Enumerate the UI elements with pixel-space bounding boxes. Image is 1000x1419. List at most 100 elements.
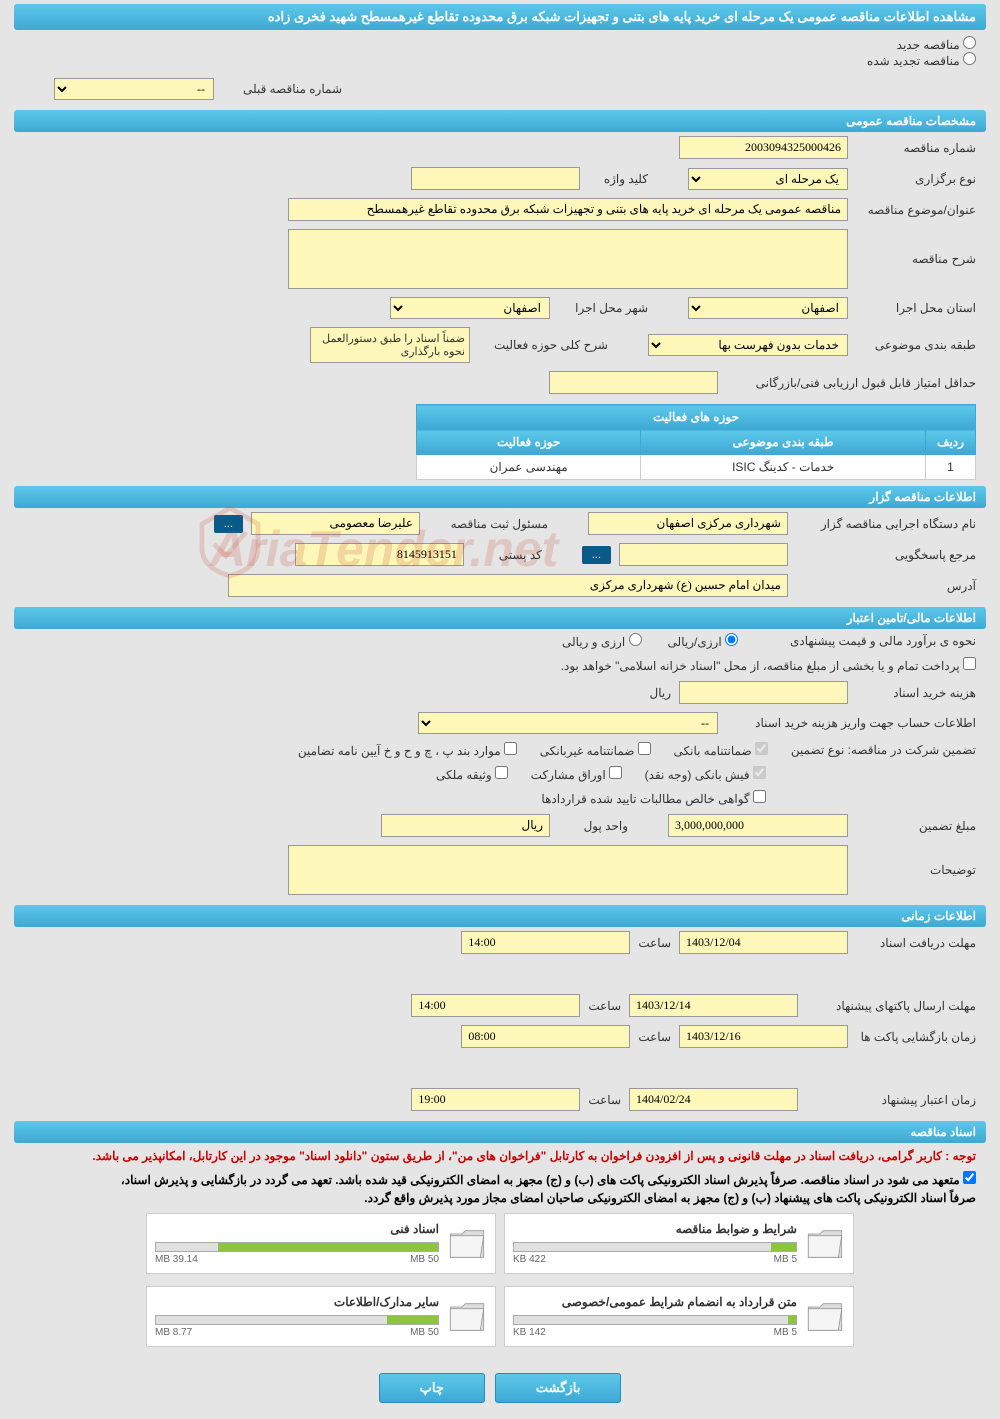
contact-ellipsis-button[interactable]: ... bbox=[582, 546, 611, 564]
section-general-header: مشخصات مناقصه عمومی bbox=[14, 110, 986, 132]
receive-time-input[interactable] bbox=[461, 931, 630, 954]
subject-input[interactable] bbox=[288, 198, 848, 221]
docs-commitment-checkbox[interactable] bbox=[963, 1171, 976, 1184]
tender-type-radios: مناقصه جدید مناقصه تجدید شده bbox=[14, 30, 986, 74]
doc-used: 39.14 MB bbox=[155, 1254, 198, 1265]
doc-total: 5 MB bbox=[774, 1254, 797, 1265]
doc-used: 142 KB bbox=[513, 1327, 546, 1338]
open-time-label: ساعت bbox=[638, 1030, 671, 1044]
keyword-input[interactable] bbox=[411, 167, 580, 190]
doc-title: متن قرارداد به انضمام شرایط عمومی/خصوصی bbox=[513, 1295, 797, 1309]
doc-box-conditions[interactable]: شرایط و ضوابط مناقصه 5 MB422 KB bbox=[504, 1213, 854, 1274]
section-docs-header: اسناد مناقصه bbox=[14, 1121, 986, 1143]
radio-currency-2-label: ارزی و ریالی bbox=[562, 635, 625, 649]
check-bank-slip bbox=[753, 766, 766, 779]
activity-row-cat: خدمات - کدینگ ISIC bbox=[641, 455, 926, 480]
open-label: زمان بازگشایی پاکت ها bbox=[856, 1030, 976, 1044]
send-date-input[interactable] bbox=[629, 994, 798, 1017]
radio-new-tender[interactable] bbox=[963, 36, 976, 49]
receive-date-input[interactable] bbox=[679, 931, 848, 954]
back-button[interactable]: بازگشت bbox=[495, 1373, 621, 1403]
open-time-input[interactable] bbox=[461, 1025, 630, 1048]
city-select[interactable]: اصفهان bbox=[390, 297, 550, 319]
validity-time-input[interactable] bbox=[411, 1088, 580, 1111]
check5-label: اوراق مشارکت bbox=[531, 768, 606, 782]
check1-label: ضمانتنامه بانکی bbox=[673, 744, 751, 758]
treasury-checkbox[interactable] bbox=[963, 657, 976, 670]
doc-total: 5 MB bbox=[774, 1327, 797, 1338]
print-button[interactable]: چاپ bbox=[379, 1373, 485, 1403]
doc-box-technical[interactable]: اسناد فنی 50 MB39.14 MB bbox=[146, 1213, 496, 1274]
description-label: شرح مناقصه bbox=[856, 252, 976, 266]
province-select[interactable]: اصفهان bbox=[688, 297, 848, 319]
unit-label: واحد پول bbox=[558, 819, 628, 833]
send-time-input[interactable] bbox=[411, 994, 580, 1017]
notes-textarea[interactable] bbox=[288, 845, 848, 895]
registrant-ellipsis-button[interactable]: ... bbox=[214, 515, 243, 533]
keyword-label: کلید واژه bbox=[588, 172, 648, 186]
registrant-input[interactable] bbox=[251, 512, 420, 535]
check-regulation-items[interactable] bbox=[504, 742, 517, 755]
radio-renewed-tender[interactable] bbox=[963, 52, 976, 65]
check-bonds[interactable] bbox=[609, 766, 622, 779]
folder-icon bbox=[805, 1297, 845, 1337]
prev-number-select[interactable]: -- bbox=[54, 78, 214, 100]
contact-input[interactable] bbox=[619, 543, 788, 566]
open-date-input[interactable] bbox=[679, 1025, 848, 1048]
activity-row: 1 خدمات - کدینگ ISIC مهندسی عمران bbox=[417, 455, 976, 480]
estimate-label: نحوه ی برآورد مالی و قیمت پیشنهادی bbox=[746, 634, 976, 648]
category-label: طبقه بندی موضوعی bbox=[856, 338, 976, 352]
doc-total: 50 MB bbox=[410, 1327, 439, 1338]
check-net-claims[interactable] bbox=[753, 790, 766, 803]
activity-col-cat: طبقه بندی موضوعی bbox=[641, 430, 926, 455]
validity-date-input[interactable] bbox=[629, 1088, 798, 1111]
prev-number-label: شماره مناقصه قبلی bbox=[222, 82, 342, 96]
guarantee-amount-input[interactable] bbox=[668, 814, 848, 837]
section-timing-header: اطلاعات زمانی bbox=[14, 905, 986, 927]
holding-type-select[interactable]: یک مرحله ای bbox=[688, 168, 848, 190]
progress-bar bbox=[155, 1242, 439, 1252]
progress-bar bbox=[513, 1315, 797, 1325]
province-label: استان محل اجرا bbox=[856, 301, 976, 315]
doc-fee-input[interactable] bbox=[679, 681, 848, 704]
send-label: مهلت ارسال پاکتهای پیشنهاد bbox=[806, 999, 976, 1013]
check-bank-guarantee bbox=[755, 742, 768, 755]
check-nonbank-guarantee[interactable] bbox=[638, 742, 651, 755]
org-name-label: نام دستگاه اجرایی مناقصه گزار bbox=[796, 517, 976, 531]
docs-notice-red: توجه : کاربر گرامی، دریافت اسناد در مهلت… bbox=[14, 1143, 986, 1169]
activity-row-n: 1 bbox=[926, 455, 976, 480]
account-select[interactable]: -- bbox=[418, 712, 718, 734]
treasury-note: پرداخت تمام و یا بخشی از مبلغ مناقصه، از… bbox=[561, 659, 960, 673]
org-name-input[interactable] bbox=[588, 512, 788, 535]
doc-total: 50 MB bbox=[410, 1254, 439, 1265]
activity-table-title: حوزه های فعالیت bbox=[417, 405, 976, 430]
progress-bar bbox=[513, 1242, 797, 1252]
postcode-input[interactable] bbox=[295, 543, 464, 566]
section-organizer-header: اطلاعات مناقصه گزار bbox=[14, 486, 986, 508]
description-textarea[interactable] bbox=[288, 229, 848, 289]
subject-label: عنوان/موضوع مناقصه bbox=[856, 203, 976, 217]
doc-fee-unit: ریال bbox=[649, 686, 671, 700]
radio-currency-1[interactable] bbox=[725, 633, 738, 646]
doc-box-other[interactable]: سایر مدارک/اطلاعات 50 MB8.77 MB bbox=[146, 1286, 496, 1347]
activity-row-field: مهندسی عمران bbox=[417, 455, 641, 480]
folder-icon bbox=[447, 1297, 487, 1337]
doc-used: 8.77 MB bbox=[155, 1327, 192, 1338]
folder-icon bbox=[805, 1224, 845, 1264]
doc-box-contract[interactable]: متن قرارداد به انضمام شرایط عمومی/خصوصی … bbox=[504, 1286, 854, 1347]
city-label: شهر محل اجرا bbox=[558, 301, 648, 315]
radio-currency-2[interactable] bbox=[629, 633, 642, 646]
check-property[interactable] bbox=[495, 766, 508, 779]
receive-time-label: ساعت bbox=[638, 936, 671, 950]
account-label: اطلاعات حساب جهت واریز هزینه خرید اسناد bbox=[726, 716, 976, 730]
category-select[interactable]: خدمات بدون فهرست بها bbox=[648, 334, 848, 356]
unit-input[interactable] bbox=[381, 814, 550, 837]
guarantee-amount-label: مبلغ تضمین bbox=[856, 819, 976, 833]
doc-title: شرایط و ضوابط مناقصه bbox=[513, 1222, 797, 1236]
check4-label: فیش بانکی (وجه نقد) bbox=[645, 768, 750, 782]
tender-number-input[interactable] bbox=[679, 136, 848, 159]
holding-type-label: نوع برگزاری bbox=[856, 172, 976, 186]
min-score-input[interactable] bbox=[549, 371, 718, 394]
address-input[interactable] bbox=[228, 574, 788, 597]
activity-table: حوزه های فعالیت ردیف طبقه بندی موضوعی حو… bbox=[416, 404, 976, 480]
